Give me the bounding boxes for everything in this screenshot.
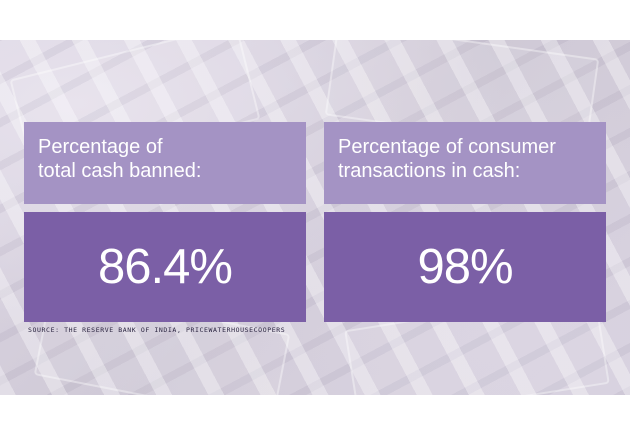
source-note: SOURCE: THE RESERVE BANK OF INDIA, PRICE… — [28, 326, 286, 334]
left-stat-value: 86.4% — [24, 212, 306, 322]
left-label-line2: total cash banned: — [38, 160, 202, 182]
right-stat-value: 98% — [324, 212, 606, 322]
right-stat-label: Percentage of consumer transactions in c… — [324, 122, 606, 204]
left-stat-label: Percentage of total cash banned: — [24, 122, 306, 204]
right-label-line1: Percentage of consumer — [338, 136, 556, 158]
right-label-line2: transactions in cash: — [338, 160, 521, 182]
left-label-line1: Percentage of — [38, 136, 163, 158]
